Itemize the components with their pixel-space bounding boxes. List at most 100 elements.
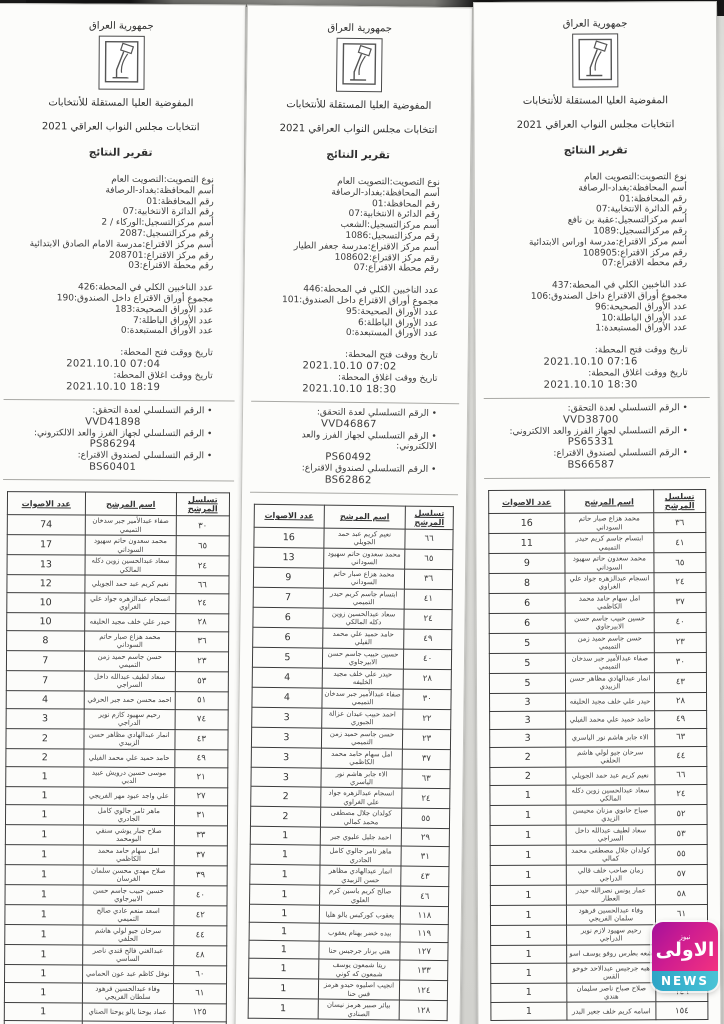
candidate-row: ٣٦ محمد هزاع صبار حاتم السوداني 16 (488, 512, 706, 534)
candidate-votes: 1 (490, 982, 567, 1003)
candidate-votes: 1 (4, 964, 83, 983)
candidate-votes: 2 (489, 746, 566, 768)
candidate-name: صفاء عبدالأمير جبر سدخان التميمي (84, 515, 177, 536)
candidate-row: ٥٧ زمان صاحب خلف قالي الدراجي 1 (490, 864, 708, 886)
candidate-name: انسجام عبدالزهره جواد علي الغراوي (84, 593, 176, 614)
candidate-serial: ٣٠ (654, 652, 707, 673)
candidate-row: ٤٩ حامد حميد علي محمد الفيلي 3 (489, 710, 707, 730)
open-time-value: 2021.10.10 07:16 (543, 356, 638, 368)
candidate-serial: ٤١ (653, 532, 706, 553)
station-meta: نوع التصويت:التصويت العام أسم المحافظة:بغ… (475, 172, 717, 270)
candidate-votes: 6 (489, 593, 566, 614)
candidate-serial: ٤٠ (403, 648, 452, 670)
candidate-serial: ٣٦ (404, 568, 453, 590)
divider (250, 491, 459, 496)
candidate-serial: ٦٠ (173, 965, 227, 984)
candidate-row: ٢٤ انسجام عبدالزهره جواد علي الغراوي 10 (6, 592, 229, 614)
device-serials: • الرقم التسلسلي لعدة التحقق: VVD46867 •… (242, 406, 467, 488)
candidate-row: ٤٤ سرحان جيو لولي هاشم الحلفي 2 (489, 746, 707, 768)
close-time-value: 2021.10.10 18:19 (66, 381, 161, 393)
candidate-votes: 1 (5, 844, 84, 865)
device-serials: • الرقم التسلسلي لعدة التحقق: VVD41898 •… (0, 405, 243, 475)
candidate-row: ٣٧ امل سهام حامد محمد الكاظمي 6 (489, 592, 707, 614)
candidate-serial: ٢٤ (653, 572, 707, 593)
candidate-row: ٤٣ انمار عبدالهادي مظاهر حسن الزبيدي 1 (249, 864, 449, 888)
candidate-serial: ٧٤ (174, 709, 229, 730)
candidate-votes: 2 (489, 766, 566, 786)
candidate-row: ٤١ ابتسام جاسم كريم حيدر التميمي 11 (488, 532, 706, 554)
candidate-name: صلاح مهدي محسن سلمان الغرسان (82, 864, 174, 886)
candidate-name: محمد سعدون حاتم سهيود السوداني (323, 547, 406, 569)
candidate-serial: ٢٤ (175, 593, 229, 614)
candidate-row: ١٣٣ ريتا شمعون يوسف شمعون كه كوني 1 (248, 958, 448, 981)
candidate-serial: ٥٨ (655, 884, 708, 905)
candidate-votes: 12 (6, 574, 85, 594)
serial-value: BS60401 (89, 461, 137, 473)
candidate-serial: ٣٠ (175, 515, 230, 536)
candidate-votes: 1 (4, 924, 83, 945)
candidate-name: علي واجد عبود مهر الفريجي (83, 786, 175, 806)
candidate-row: ٤٠ حسين حبيب جاسم حسن الابيرجاوي 5 (252, 646, 452, 670)
candidate-votes: 9 (488, 553, 565, 574)
candidate-serial: ١١٩ (400, 924, 449, 943)
candidate-row: ٣٦ محمد هزاع صبار حاتم السوداني 9 (253, 567, 453, 590)
candidate-row: ٥٥ كولدان جلال مصطفى محمد كمالي 1 (490, 844, 708, 866)
candidate-row: ٦٠ نوفل كاظم عبد عون الحمامي 1 (4, 964, 227, 984)
candidate-votes: 16 (253, 527, 324, 548)
candidate-serial: ٥٣ (655, 824, 708, 845)
divider (251, 400, 460, 404)
country-title: جمهورية العراق (562, 18, 628, 30)
candidate-name: زمان صاحب خلف قالي الدراجي (566, 864, 656, 885)
news-logo-arabic: نيوز الاولى (652, 922, 718, 971)
candidate-serial: ١٥٤ (655, 1002, 708, 1021)
candidate-name: حامد حميد علي محمد الفيلي (83, 748, 175, 768)
candidate-name: اسامه كريم خلف جعير البدر (566, 1002, 656, 1021)
ihec-emblem-icon (572, 32, 619, 88)
candidate-row: ١٥٢ نوفل شريف جوده سهر الدافي 1 (4, 1020, 227, 1024)
candidate-serial: ٥٥ (401, 808, 450, 830)
meta-line: أسم مركز الاقتراع:مدرسة اوراس الابتدائية (528, 236, 688, 248)
serial-item: • الرقم التسلسلي لجهاز الفرز والعد الالك… (13, 428, 212, 452)
candidate-name: سرحان جيو لولي هاشم الحلفي (565, 746, 655, 767)
candidate-name: انمار عبدالهادي مظاهر حسن الزبيدي (83, 728, 175, 750)
candidate-row: ٦٥ محمد سعدون حاتم سهيود السوداني 9 (488, 552, 706, 574)
station-times: تاريخ ووقت فتح المحطة: 2021.10.10 07:16 … (476, 345, 718, 392)
candidate-name: سرحان جيو لولي هاشم الحلفي (82, 924, 174, 946)
candidate-votes: 1 (248, 978, 319, 1000)
candidate-row: ٢٤ انسجام عبدالزهره جواد علي الغراوي 8 (488, 572, 707, 594)
serial-value: PS65331 (567, 436, 615, 448)
candidate-serial: ٥٣ (175, 671, 229, 692)
candidate-name: حسن جاسم حميد زمن التميمي (565, 632, 655, 654)
candidate-serial: ٦٥ (404, 548, 453, 570)
candidate-votes: 1 (4, 904, 83, 925)
candidate-serial: ٢٤ (404, 608, 453, 630)
candidate-serial: ٦٦ (654, 766, 707, 785)
candidate-votes: 1 (490, 844, 567, 866)
candidate-votes: 6 (252, 607, 323, 628)
serial-value: VVD38700 (563, 413, 619, 426)
candidate-name: سعاد لطيف عبدالله داخل السراجي (566, 824, 656, 845)
candidate-serial: ٢٢ (402, 708, 451, 730)
candidate-serial: ٤٦ (400, 886, 449, 907)
candidate-row: ٥١ احمد محسن حمد جبر الحرفي 4 (6, 690, 229, 710)
candidate-row: ١٥٤ اسامه كريم خلف جعير البدر 1 (490, 1002, 708, 1021)
col-vote-count: عدد الاصوات (7, 491, 86, 516)
results-header-row: تسلسل المرشح اسم المرشح عدد الاصوات (488, 489, 706, 514)
candidate-row: ٣٩ صلاح مهدي محسن سلمان الغرسان 1 (5, 864, 228, 886)
candidate-serial: ٢٣ (654, 632, 707, 653)
candidate-name: عبدالغني فالح قندي ناصر الساسي (82, 944, 174, 966)
candidate-name: حسين حبيب جاسم حسن الابيرجاوي (565, 612, 655, 634)
close-time-label: تاريخ ووقت اغلاق المحطة: (588, 368, 688, 379)
candidate-votes: 1 (490, 962, 567, 983)
news-logo-arabic-main: الاولى (655, 938, 715, 961)
candidate-row: ٦٣ الاء جابر هاشم نور الياسري 3 (250, 766, 451, 790)
candidate-serial: ٢٨ (403, 668, 452, 690)
candidate-name: حسن جاسم حميد زمن التميمي (84, 650, 176, 672)
candidate-name: سعاد عبدالحسين زوين دكله المالكي (322, 607, 405, 629)
candidate-votes: 1 (490, 804, 567, 826)
candidate-row: ٤٩ حامد حميد علي محمد الفيلي 6 (252, 626, 452, 650)
candidate-name: يعقوب كوركيس يالو هليا (318, 905, 401, 925)
candidate-row: ٤٣ انمار عبدالهادي مظاهر حسن الزبيدي 2 (5, 728, 229, 750)
station-meta: نوع التصويت:التصويت العام أسم المحافظة:بغ… (245, 176, 470, 276)
candidate-votes: 1 (490, 864, 567, 886)
